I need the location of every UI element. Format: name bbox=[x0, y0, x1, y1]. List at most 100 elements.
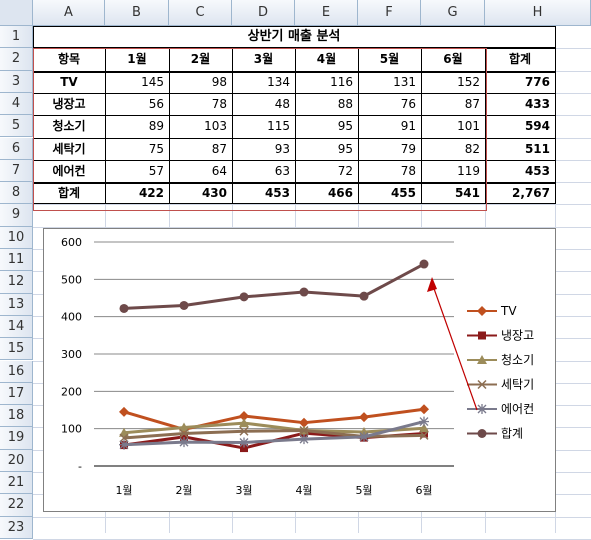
header-cell[interactable]: 4월 bbox=[295, 48, 358, 71]
value-cell[interactable]: 93 bbox=[232, 137, 295, 160]
row-header-11[interactable]: 11 bbox=[0, 249, 33, 272]
value-cell[interactable]: 87 bbox=[169, 137, 232, 160]
row-header-22[interactable]: 22 bbox=[0, 494, 33, 517]
value-cell[interactable]: 422 bbox=[105, 182, 169, 205]
header-cell[interactable]: 6월 bbox=[421, 48, 485, 71]
value-cell[interactable]: 455 bbox=[358, 182, 421, 205]
row-header-18[interactable]: 18 bbox=[0, 405, 33, 428]
row-header-16[interactable]: 16 bbox=[0, 360, 33, 383]
value-cell[interactable]: 79 bbox=[358, 137, 421, 160]
row-header-6[interactable]: 6 bbox=[0, 137, 33, 160]
row-header-10[interactable]: 10 bbox=[0, 226, 33, 249]
value-cell[interactable]: 453 bbox=[485, 159, 555, 182]
column-header-g[interactable]: G bbox=[421, 0, 485, 26]
data-point-marker bbox=[239, 418, 249, 428]
row-label-cell[interactable]: TV bbox=[33, 70, 105, 93]
row-header-3[interactable]: 3 bbox=[0, 70, 33, 93]
row-header-15[interactable]: 15 bbox=[0, 338, 33, 361]
data-point-marker bbox=[299, 417, 309, 428]
value-cell[interactable]: 48 bbox=[232, 92, 295, 115]
data-point-marker bbox=[359, 432, 369, 442]
column-header-b[interactable]: B bbox=[105, 0, 169, 26]
value-cell[interactable]: 95 bbox=[295, 137, 358, 160]
row-header-7[interactable]: 7 bbox=[0, 159, 33, 183]
column-header-e[interactable]: E bbox=[295, 0, 358, 26]
select-all-corner[interactable] bbox=[0, 0, 33, 26]
row-label-cell[interactable]: 세탁기 bbox=[33, 137, 105, 160]
value-cell[interactable]: 430 bbox=[169, 182, 232, 205]
row-label-cell[interactable]: 에어컨 bbox=[33, 159, 105, 182]
data-point-marker bbox=[477, 355, 487, 364]
value-cell[interactable]: 64 bbox=[169, 159, 232, 182]
legend-label: 에어컨 bbox=[501, 402, 534, 416]
value-cell[interactable]: 91 bbox=[358, 115, 421, 138]
value-cell[interactable]: 776 bbox=[485, 70, 555, 93]
selection-outline bbox=[33, 48, 487, 211]
value-cell[interactable]: 152 bbox=[421, 70, 485, 93]
column-header-d[interactable]: D bbox=[232, 0, 295, 26]
header-cell[interactable]: 2월 bbox=[169, 48, 232, 71]
value-cell[interactable]: 56 bbox=[105, 92, 169, 115]
line-chart[interactable]: - 100 200 300 400 500 600 1월 2월 3월 4월 5월 6월 TV 냉장고 청소기 세… bbox=[43, 228, 556, 512]
value-cell[interactable]: 453 bbox=[232, 182, 295, 205]
value-cell[interactable]: 76 bbox=[358, 92, 421, 115]
row-header-9[interactable]: 9 bbox=[0, 204, 33, 227]
row-header-12[interactable]: 12 bbox=[0, 271, 33, 294]
row-header-13[interactable]: 13 bbox=[0, 293, 33, 316]
header-cell[interactable]: 5월 bbox=[358, 48, 421, 71]
value-cell[interactable]: 82 bbox=[421, 137, 485, 160]
column-header-a[interactable]: A bbox=[33, 0, 105, 26]
value-cell[interactable]: 101 bbox=[421, 115, 485, 138]
value-cell[interactable]: 131 bbox=[358, 70, 421, 93]
row-label-cell[interactable]: 청소기 bbox=[33, 115, 105, 138]
value-cell[interactable]: 103 bbox=[169, 115, 232, 138]
header-cell[interactable]: 1월 bbox=[105, 48, 169, 71]
row-header-4[interactable]: 4 bbox=[0, 92, 33, 116]
value-cell[interactable]: 433 bbox=[485, 92, 555, 115]
row-label-cell[interactable]: 합계 bbox=[33, 182, 105, 205]
row-header-5[interactable]: 5 bbox=[0, 115, 33, 138]
row-header-21[interactable]: 21 bbox=[0, 472, 33, 495]
value-cell[interactable]: 466 bbox=[295, 182, 358, 205]
value-cell[interactable]: 87 bbox=[421, 92, 485, 115]
row-header-2[interactable]: 2 bbox=[0, 48, 33, 71]
series-line-2 bbox=[123, 421, 425, 435]
value-cell[interactable]: 145 bbox=[105, 70, 169, 93]
value-cell[interactable]: 57 bbox=[105, 159, 169, 182]
value-cell[interactable]: 78 bbox=[169, 92, 232, 115]
value-cell[interactable]: 78 bbox=[358, 159, 421, 182]
value-cell[interactable]: 116 bbox=[295, 70, 358, 93]
value-cell[interactable]: 119 bbox=[421, 159, 485, 182]
row-label-cell[interactable]: 냉장고 bbox=[33, 92, 105, 115]
value-cell[interactable]: 63 bbox=[232, 159, 295, 182]
value-cell[interactable]: 594 bbox=[485, 115, 555, 138]
value-cell[interactable]: 511 bbox=[485, 137, 555, 160]
x-tick-label: 2월 bbox=[175, 484, 192, 497]
header-cell[interactable]: 항목 bbox=[33, 48, 105, 71]
row-header-14[interactable]: 14 bbox=[0, 315, 33, 339]
value-cell[interactable]: 98 bbox=[169, 70, 232, 93]
row-header-8[interactable]: 8 bbox=[0, 182, 33, 205]
value-cell[interactable]: 134 bbox=[232, 70, 295, 93]
value-cell[interactable]: 95 bbox=[295, 115, 358, 138]
row-header-20[interactable]: 20 bbox=[0, 449, 33, 472]
value-cell[interactable]: 75 bbox=[105, 137, 169, 160]
value-cell[interactable]: 88 bbox=[295, 92, 358, 115]
value-cell[interactable]: 115 bbox=[232, 115, 295, 138]
header-cell[interactable]: 합계 bbox=[485, 48, 555, 71]
header-cell[interactable]: 3월 bbox=[232, 48, 295, 71]
value-cell[interactable]: 72 bbox=[295, 159, 358, 182]
value-cell[interactable]: 2,767 bbox=[485, 182, 555, 205]
row-header-1[interactable]: 1 bbox=[0, 26, 33, 49]
value-cell[interactable]: 541 bbox=[421, 182, 485, 205]
column-header-f[interactable]: F bbox=[358, 0, 421, 26]
row-header-19[interactable]: 19 bbox=[0, 427, 33, 450]
table-row-line bbox=[33, 115, 555, 117]
row-header-17[interactable]: 17 bbox=[0, 382, 33, 406]
value-cell[interactable]: 89 bbox=[105, 115, 169, 138]
column-header-c[interactable]: C bbox=[169, 0, 232, 26]
table-col-line bbox=[232, 48, 233, 205]
column-header-h[interactable]: H bbox=[485, 0, 591, 26]
data-point-marker bbox=[179, 428, 189, 439]
